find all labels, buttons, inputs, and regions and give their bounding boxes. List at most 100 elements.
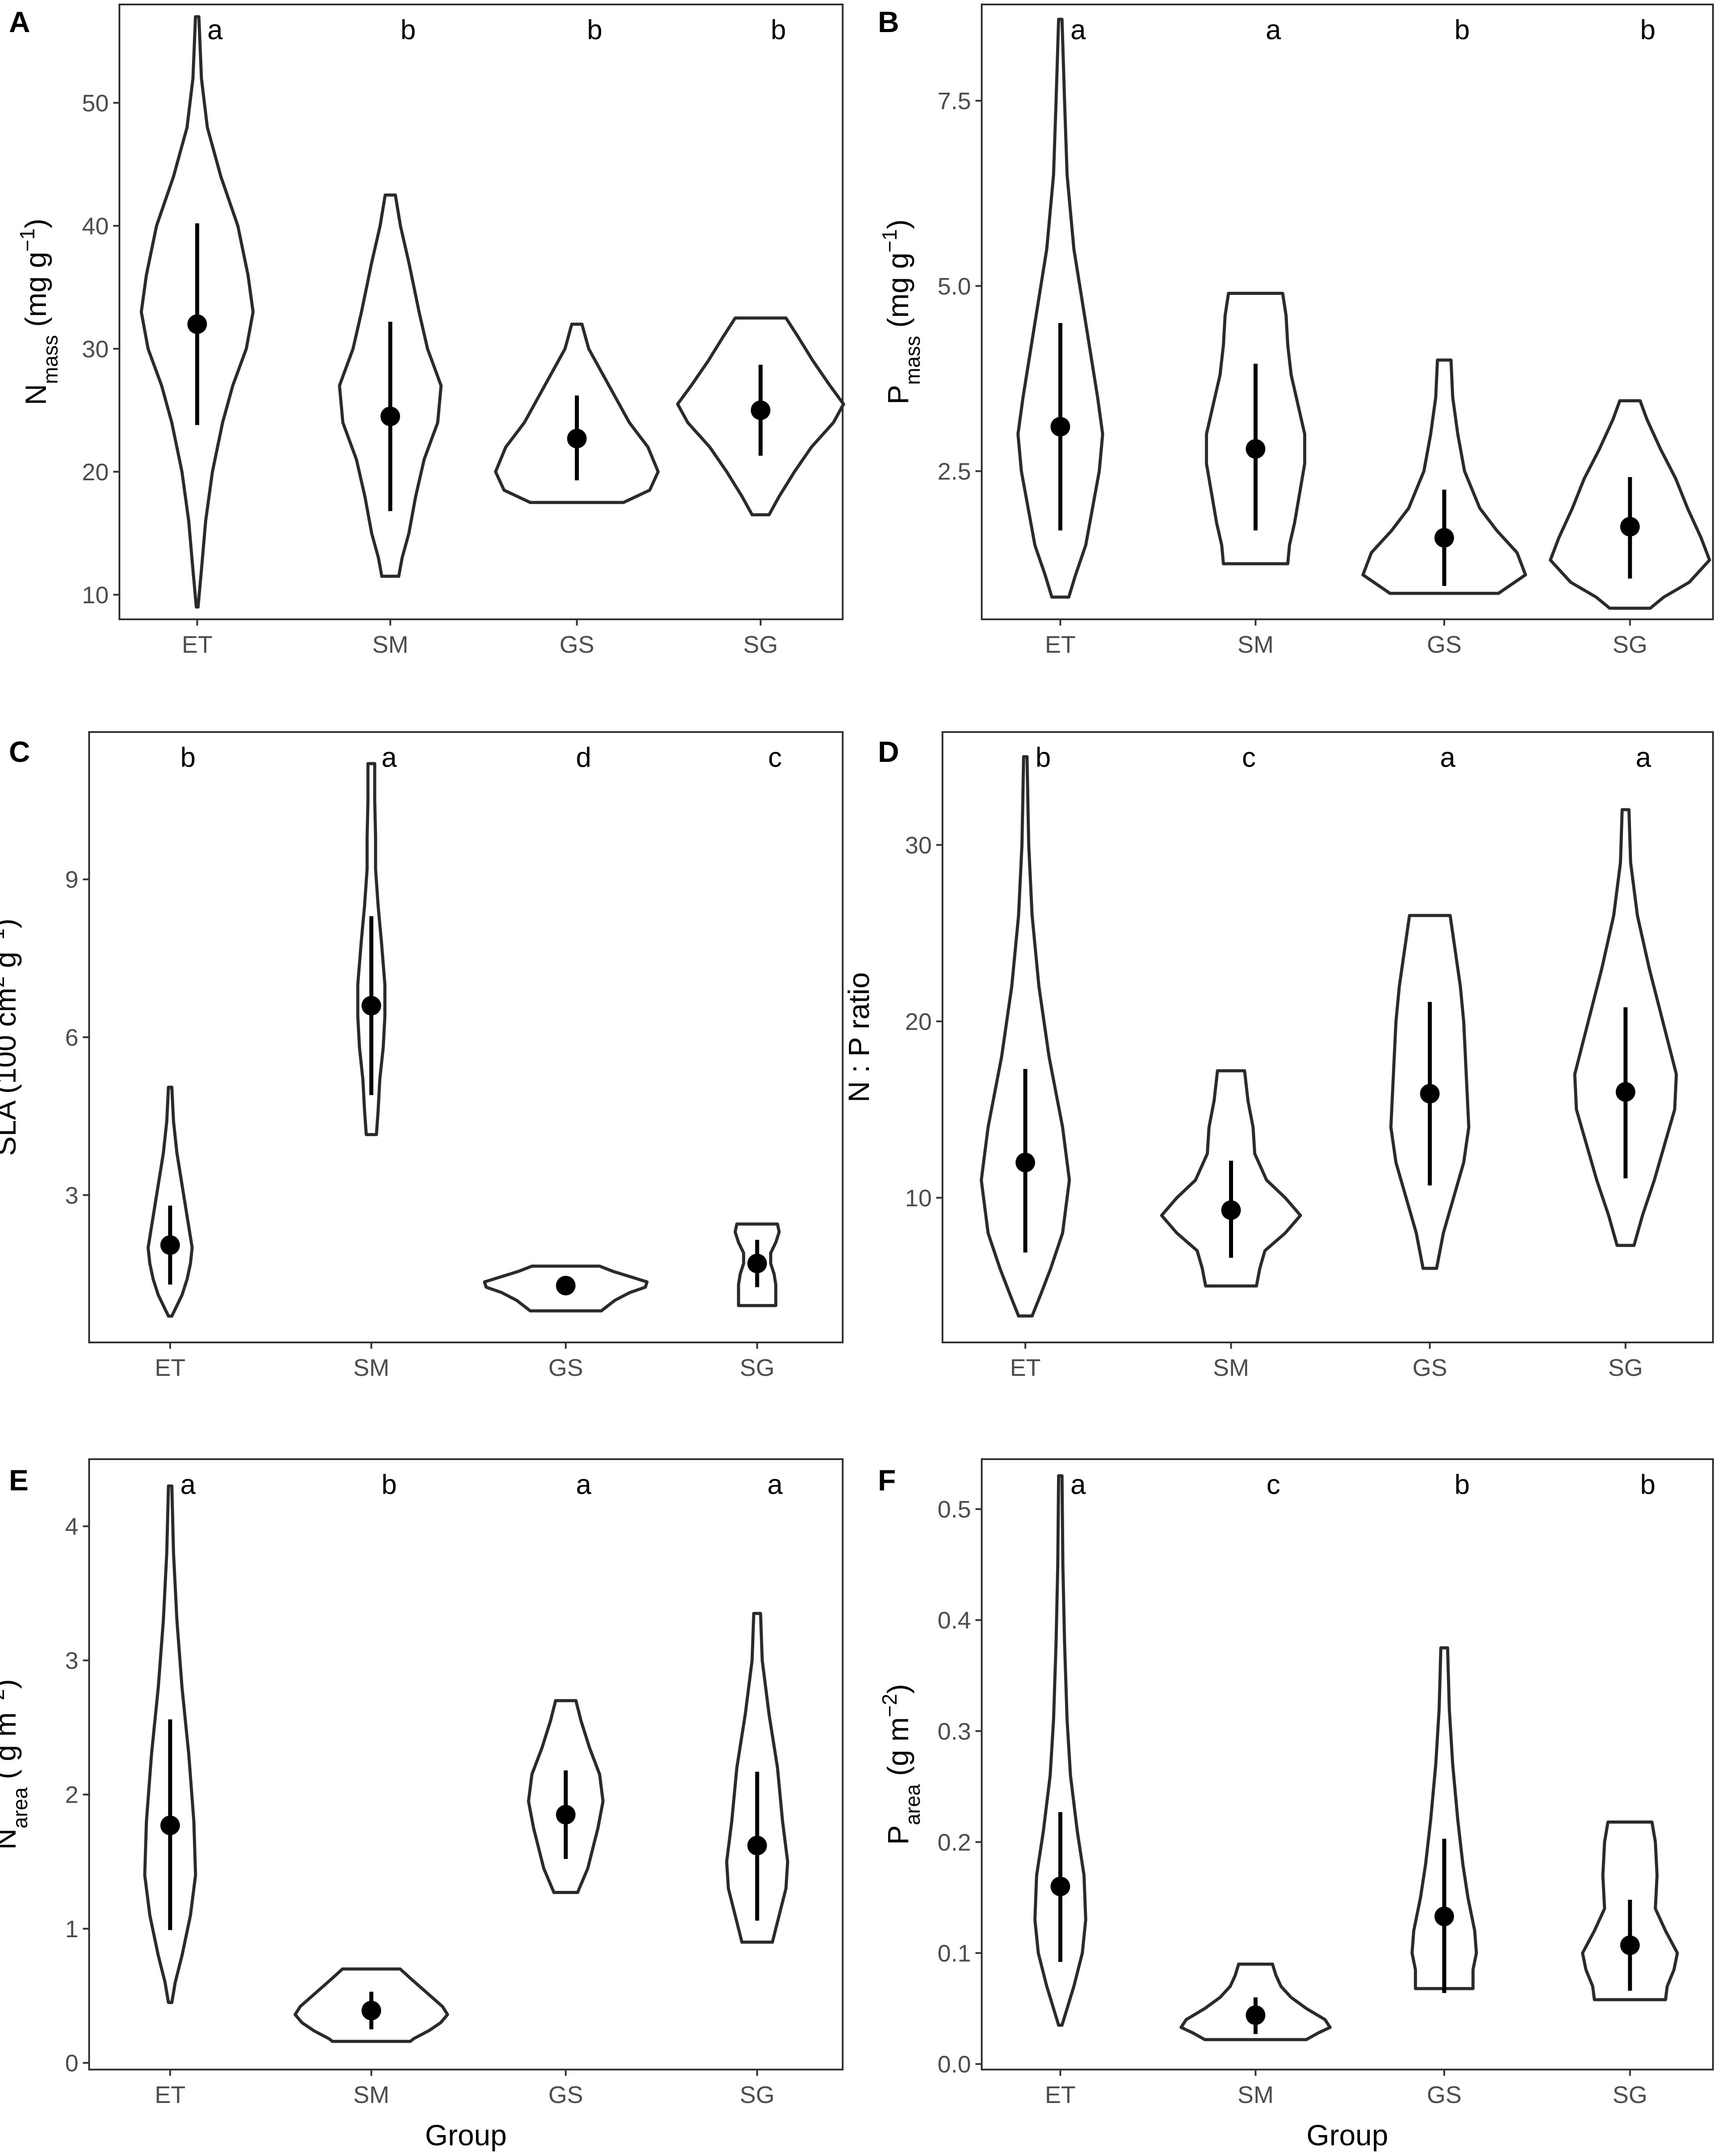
- significance-letter: a: [180, 1469, 196, 1500]
- y-title-subscript: area: [901, 1784, 924, 1825]
- x-tick-label: GS: [1427, 2082, 1462, 2108]
- x-tick-label: GS: [1413, 1354, 1447, 1381]
- x-tick-label: SG: [1608, 1354, 1643, 1381]
- x-tick-label: SG: [740, 1354, 774, 1381]
- significance-letter: a: [381, 742, 397, 773]
- mean-point: [556, 1804, 576, 1825]
- x-tick-label: ET: [1045, 631, 1076, 658]
- y-axis-title: Pmass (mg g−1): [878, 219, 924, 404]
- mean-point: [1050, 417, 1070, 437]
- y-title-superscript: 2: [0, 976, 8, 988]
- panel-d: D 10 20 30 ET SM GS SG b c a a N : P ratio: [842, 731, 1714, 1381]
- mean-point: [361, 996, 381, 1016]
- violin-gs: [1361, 358, 1527, 595]
- significance-letter: c: [1242, 742, 1256, 773]
- x-tick-label: SM: [353, 1354, 389, 1381]
- panel-e: E 0 1 2 3 4 ET SM GS SG a b a a Narea ( g m−2) Group: [0, 1458, 844, 2152]
- mean-point: [380, 406, 400, 426]
- x-tick-label: SG: [1613, 2082, 1647, 2108]
- panel-a: A 10 20 30 40 50 ET SM GS SG a b b b Nmass (mg g−1): [9, 4, 845, 658]
- mean-point: [1246, 2005, 1266, 2025]
- mean-point: [187, 314, 207, 334]
- significance-letter: b: [180, 742, 196, 773]
- y-title-base: P: [881, 385, 914, 405]
- violin-et: [979, 755, 1071, 1318]
- x-tick-label: SM: [1237, 631, 1274, 658]
- x-tick-label: SG: [1613, 631, 1647, 658]
- y-axis-title: N : P ratio: [842, 972, 875, 1102]
- mean-point: [1434, 1906, 1454, 1927]
- y-title-close: ): [881, 219, 914, 229]
- y-tick-label: 1: [65, 1916, 78, 1943]
- significance-letter: c: [768, 742, 782, 773]
- y-title-base: SLA: [0, 1101, 22, 1156]
- y-title-subscript: mass: [39, 335, 62, 384]
- x-tick-label: SM: [1213, 1354, 1249, 1381]
- y-tick-label: 0: [65, 2050, 78, 2077]
- panel-c: C 3 6 9 ET SM GS SG b a d c SLA (100 cm2 g−1): [0, 731, 844, 1381]
- panel-letter: C: [9, 735, 30, 768]
- x-tick-label: SM: [372, 631, 408, 658]
- violin-gs: [1410, 1646, 1478, 1990]
- plot-frame: [119, 4, 844, 620]
- x-tick-label: ET: [182, 631, 213, 658]
- x-tick-label: GS: [549, 2082, 583, 2108]
- y-tick-label: 2.5: [938, 458, 971, 485]
- mean-point: [1015, 1153, 1035, 1173]
- y-tick-label: 20: [82, 459, 109, 486]
- y-tick-label: 30: [905, 832, 932, 859]
- significance-letter: a: [207, 15, 223, 45]
- y-tick-label: 2: [65, 1782, 78, 1808]
- y-tick-label: 0.1: [938, 1940, 971, 1967]
- significance-letter: a: [1070, 15, 1086, 45]
- y-title-superscript: −1: [878, 229, 901, 252]
- y-title-superscript2: −1: [0, 929, 8, 952]
- y-tick-label: 40: [82, 213, 109, 240]
- violin-et: [1033, 1474, 1087, 2027]
- panel-letter: F: [878, 1464, 896, 1497]
- significance-letter: b: [771, 15, 786, 45]
- panel-f: F 0.0 0.1 0.2 0.3 0.4 0.5 ET SM GS SG a c b b Parea (g …: [878, 1458, 1714, 2152]
- plot-frame: [981, 1458, 1714, 2070]
- y-title-unit: (100 cm: [0, 988, 22, 1102]
- significance-letter: b: [401, 15, 416, 45]
- y-title-subscript: mass: [901, 336, 924, 385]
- mean-point: [567, 429, 587, 449]
- mean-point: [1221, 1200, 1241, 1220]
- x-tick-label: GS: [560, 631, 594, 658]
- panel-b: B 2.5 5.0 7.5 ET SM GS SG a a b b Pmass (mg g−1): [878, 4, 1714, 658]
- x-tick-label: SG: [743, 631, 778, 658]
- significance-letter: a: [1636, 742, 1651, 773]
- x-axis-title: Group: [425, 2119, 507, 2152]
- mean-point: [747, 1253, 767, 1273]
- y-title-superscript: −2: [878, 1694, 901, 1717]
- y-axis-title: Narea ( g m−2): [0, 1679, 32, 1850]
- x-axis-title: Group: [1307, 2119, 1388, 2152]
- mean-point: [747, 1836, 767, 1856]
- significance-letter: b: [1036, 742, 1051, 773]
- x-tick-label: ET: [1045, 2082, 1076, 2108]
- significance-letter: a: [1070, 1469, 1086, 1500]
- significance-letter: a: [1266, 15, 1281, 45]
- significance-letter: b: [1455, 15, 1470, 45]
- plot-frame: [88, 731, 844, 1343]
- y-tick-label: 0.3: [938, 1718, 971, 1745]
- y-title-unit: (mg g: [881, 253, 914, 336]
- panel-letter: D: [878, 735, 899, 768]
- y-tick-label: 0.0: [938, 2051, 971, 2078]
- significance-letter: a: [767, 1469, 783, 1500]
- significance-letter: d: [576, 742, 591, 773]
- violin-et: [1016, 17, 1104, 599]
- mean-point: [1620, 517, 1640, 537]
- significance-letter: a: [576, 1469, 591, 1500]
- y-tick-label: 50: [82, 90, 109, 117]
- y-tick-label: 0.4: [938, 1607, 971, 1634]
- y-title-unit: ( g m: [0, 1712, 22, 1788]
- y-title-base: N: [0, 1829, 22, 1850]
- mean-point: [1420, 1084, 1440, 1104]
- y-title-close: ): [0, 1679, 22, 1689]
- significance-letter: c: [1266, 1469, 1280, 1500]
- mean-point: [1434, 528, 1454, 548]
- y-tick-label: 4: [65, 1514, 78, 1540]
- y-tick-label: 0.2: [938, 1829, 971, 1856]
